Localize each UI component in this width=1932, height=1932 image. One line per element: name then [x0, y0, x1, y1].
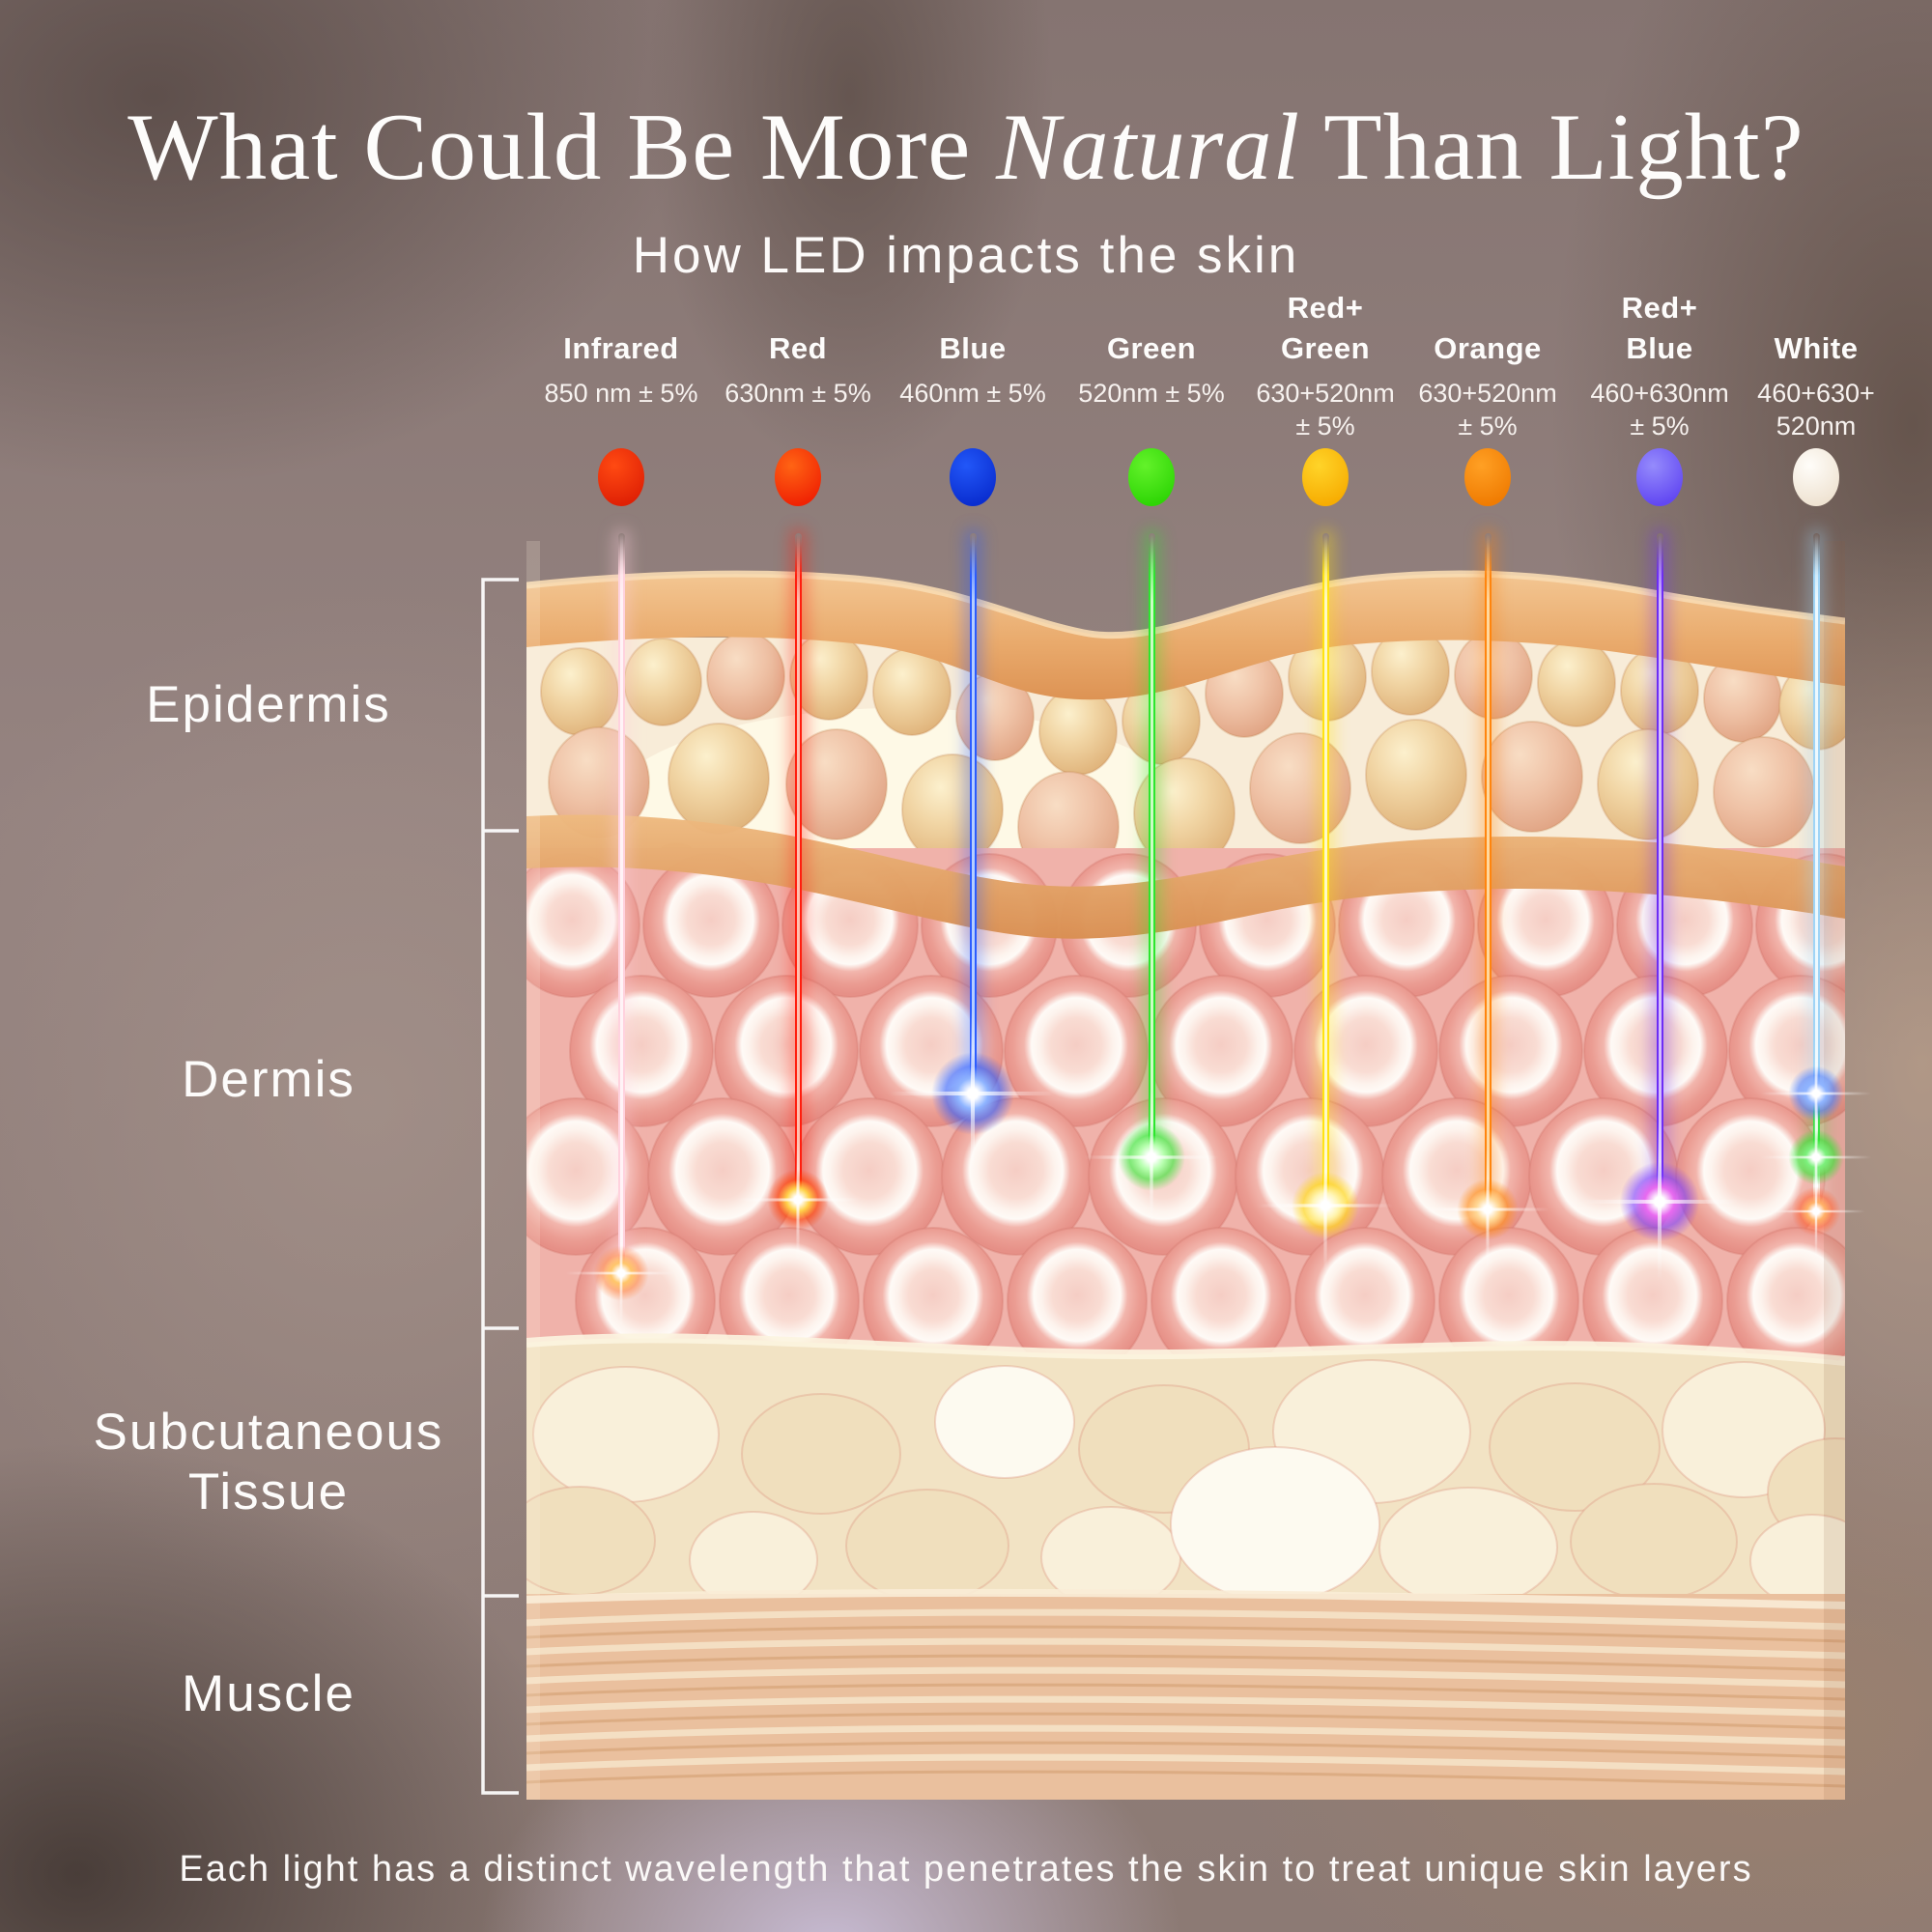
beam-core — [971, 533, 975, 1088]
light-column-orange: Orange 630+520nm ± 5% — [1396, 284, 1579, 506]
light-beam-red-blue — [1656, 533, 1663, 1202]
red-dot — [775, 448, 821, 506]
beam-endpoint-glow-red-blue — [1619, 1161, 1700, 1242]
light-name-white: White — [1775, 284, 1859, 369]
light-wavelength-red-blue: 460+630nm ± 5% — [1590, 369, 1728, 444]
wavelength-line: 630+520nm — [1256, 379, 1395, 408]
orange-dot — [1464, 448, 1511, 506]
layer-label-muscle: Muscle — [46, 1664, 491, 1724]
beam-core — [1814, 533, 1818, 1088]
light-beam-infrared — [617, 533, 625, 1273]
footer-caption: Each light has a distinct wavelength tha… — [179, 1849, 1753, 1889]
layer-label-subcutaneous-tissue: Subcutaneous Tissue — [46, 1403, 491, 1522]
light-column-white: White 460+630+ 520nm — [1724, 284, 1908, 506]
layer-label-line: Subcutaneous — [93, 1403, 444, 1461]
beam-endpoint-glow-blue — [930, 1051, 1015, 1136]
layer-label-line: Tissue — [187, 1463, 350, 1520]
title-prefix: What Could Be More — [128, 95, 997, 200]
beam-core — [1150, 533, 1153, 1151]
beam-core — [1323, 533, 1327, 1200]
light-name-infrared: Infrared — [563, 284, 678, 369]
wavelength-line: 520nm — [1776, 412, 1857, 440]
light-wavelength-white: 460+630+ 520nm — [1757, 369, 1875, 444]
beam-core — [1486, 533, 1490, 1204]
wavelength-line: 460+630+ — [1757, 379, 1875, 408]
wavelength-line: ± 5% — [1630, 412, 1690, 440]
infrared-dot — [598, 448, 644, 506]
light-column-blue: Blue 460nm ± 5% — [881, 284, 1065, 506]
wavelength-line: 520nm ± 5% — [1078, 379, 1225, 408]
light-name-red: Red — [769, 284, 827, 369]
beam-endpoint-glow-white — [1791, 1186, 1841, 1236]
light-wavelength-infrared: 850 nm ± 5% — [545, 369, 698, 444]
light-wavelength-red-green: 630+520nm ± 5% — [1256, 369, 1394, 444]
light-name-line: Blue — [1626, 331, 1693, 365]
light-beam-white — [1812, 533, 1820, 1094]
light-name-line: Green — [1106, 331, 1197, 365]
light-name-line: White — [1774, 331, 1859, 365]
subtitle: How LED impacts the skin — [632, 227, 1300, 284]
red-blue-dot — [1636, 448, 1683, 506]
light-column-green: Green 520nm ± 5% — [1060, 284, 1243, 506]
beam-core — [1658, 533, 1662, 1196]
beam-endpoint-glow-red-green — [1291, 1171, 1360, 1240]
wavelength-line: 460+630nm — [1590, 379, 1729, 408]
light-name-orange: Orange — [1434, 284, 1542, 369]
light-column-red-green: Red+ Green 630+520nm ± 5% — [1234, 284, 1417, 506]
beam-endpoint-glow-green — [1117, 1122, 1186, 1192]
light-column-red-blue: Red+ Blue 460+630nm ± 5% — [1568, 284, 1751, 506]
wavelength-line: 630nm ± 5% — [724, 379, 871, 408]
light-beam-red — [794, 533, 802, 1200]
blue-dot — [950, 448, 996, 506]
layer-label-dermis: Dermis — [46, 1050, 491, 1110]
light-wavelength-red: 630nm ± 5% — [724, 369, 870, 444]
wavelength-line: ± 5% — [1458, 412, 1518, 440]
beam-endpoint-glow-orange — [1457, 1179, 1519, 1240]
light-name-line: Blue — [939, 331, 1007, 365]
title-suffix: Than Light? — [1300, 95, 1804, 200]
light-wavelength-orange: 630+520nm ± 5% — [1418, 369, 1556, 444]
layer-label-line: Dermis — [182, 1050, 355, 1108]
layer-label-line: Epidermis — [146, 676, 391, 733]
beam-core — [619, 533, 623, 1267]
light-name-line: Red+ — [1287, 291, 1364, 325]
light-name-line: Red+ — [1621, 291, 1698, 325]
light-name-line: Green — [1280, 331, 1371, 365]
light-name-line: Red — [768, 331, 828, 365]
light-wavelength-blue: 460nm ± 5% — [899, 369, 1045, 444]
light-name-line: Infrared — [563, 331, 679, 365]
beam-core — [796, 533, 800, 1194]
page-title: What Could Be More Natural Than Light? — [0, 93, 1932, 202]
beam-endpoint-glow-infrared — [593, 1245, 649, 1301]
beam-endpoint-glow-red — [767, 1169, 829, 1231]
light-beam-red-green — [1321, 533, 1329, 1206]
light-column-red: Red 630nm ± 5% — [706, 284, 890, 506]
wavelength-line: 630+520nm — [1418, 379, 1557, 408]
title-emphasis: Natural — [996, 95, 1301, 200]
light-wavelength-green: 520nm ± 5% — [1078, 369, 1224, 444]
white-dot — [1793, 448, 1839, 506]
light-name-blue: Blue — [939, 284, 1006, 369]
layer-label-line: Muscle — [182, 1665, 355, 1722]
layer-label-epidermis: Epidermis — [46, 675, 491, 735]
layer-bracket — [481, 578, 519, 1795]
light-name-red-green: Red+ Green — [1281, 284, 1370, 369]
wavelength-line: ± 5% — [1295, 412, 1355, 440]
light-name-line: Orange — [1434, 331, 1542, 365]
red-green-dot — [1302, 448, 1349, 506]
light-beam-green — [1148, 533, 1155, 1157]
wavelength-line: 850 nm ± 5% — [544, 379, 698, 408]
wavelength-line: 460nm ± 5% — [899, 379, 1046, 408]
light-beam-orange — [1484, 533, 1492, 1209]
light-name-red-blue: Red+ Blue — [1622, 284, 1698, 369]
green-dot — [1128, 448, 1175, 506]
light-name-green: Green — [1107, 284, 1196, 369]
light-column-infrared: Infrared 850 nm ± 5% — [529, 284, 713, 506]
